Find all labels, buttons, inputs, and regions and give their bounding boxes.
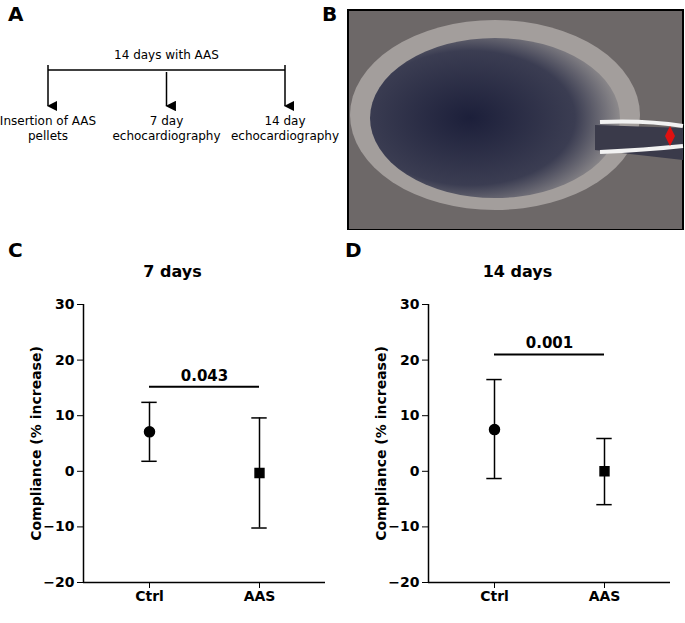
html-text:7 days: 7 days <box>143 262 202 281</box>
html-text:C: C <box>8 238 23 262</box>
html-text:Insertion of AAS pellets: Insertion of AAS pellets <box>0 114 97 143</box>
svg-text:0.001: 0.001 <box>526 334 573 352</box>
svg-text:20: 20 <box>400 352 420 368</box>
svg-text:Compliance (% increase): Compliance (% increase) <box>28 346 44 541</box>
svg-text:30: 30 <box>400 296 420 312</box>
svg-text:20: 20 <box>55 352 75 368</box>
svg-text:−10: −10 <box>388 518 419 534</box>
html-text:14 days with AAS: 14 days with AAS <box>114 48 219 62</box>
svg-text:−20: −20 <box>43 574 74 590</box>
svg-text:AAS: AAS <box>244 588 276 604</box>
svg-text:AAS: AAS <box>589 588 621 604</box>
html-text:B: B <box>322 2 338 26</box>
svg-text:10: 10 <box>55 407 75 423</box>
svg-text:10: 10 <box>400 407 420 423</box>
html-text:7 day echocardiography: 7 day echocardiography <box>112 114 221 143</box>
html-text:14 day echocardiography: 14 day echocardiography <box>230 114 340 143</box>
html-text:D: D <box>345 238 362 262</box>
html-text:A: A <box>8 2 24 26</box>
html-text:14 days: 14 days <box>482 262 553 281</box>
svg-text:Ctrl: Ctrl <box>135 588 164 604</box>
svg-text:0.043: 0.043 <box>181 367 228 385</box>
svg-text:0: 0 <box>65 463 75 479</box>
svg-text:−10: −10 <box>43 518 74 534</box>
svg-text:Compliance (% increase): Compliance (% increase) <box>373 346 389 541</box>
svg-text:Ctrl: Ctrl <box>480 588 509 604</box>
svg-text:0: 0 <box>410 463 420 479</box>
svg-text:30: 30 <box>55 296 75 312</box>
svg-text:−20: −20 <box>388 574 419 590</box>
